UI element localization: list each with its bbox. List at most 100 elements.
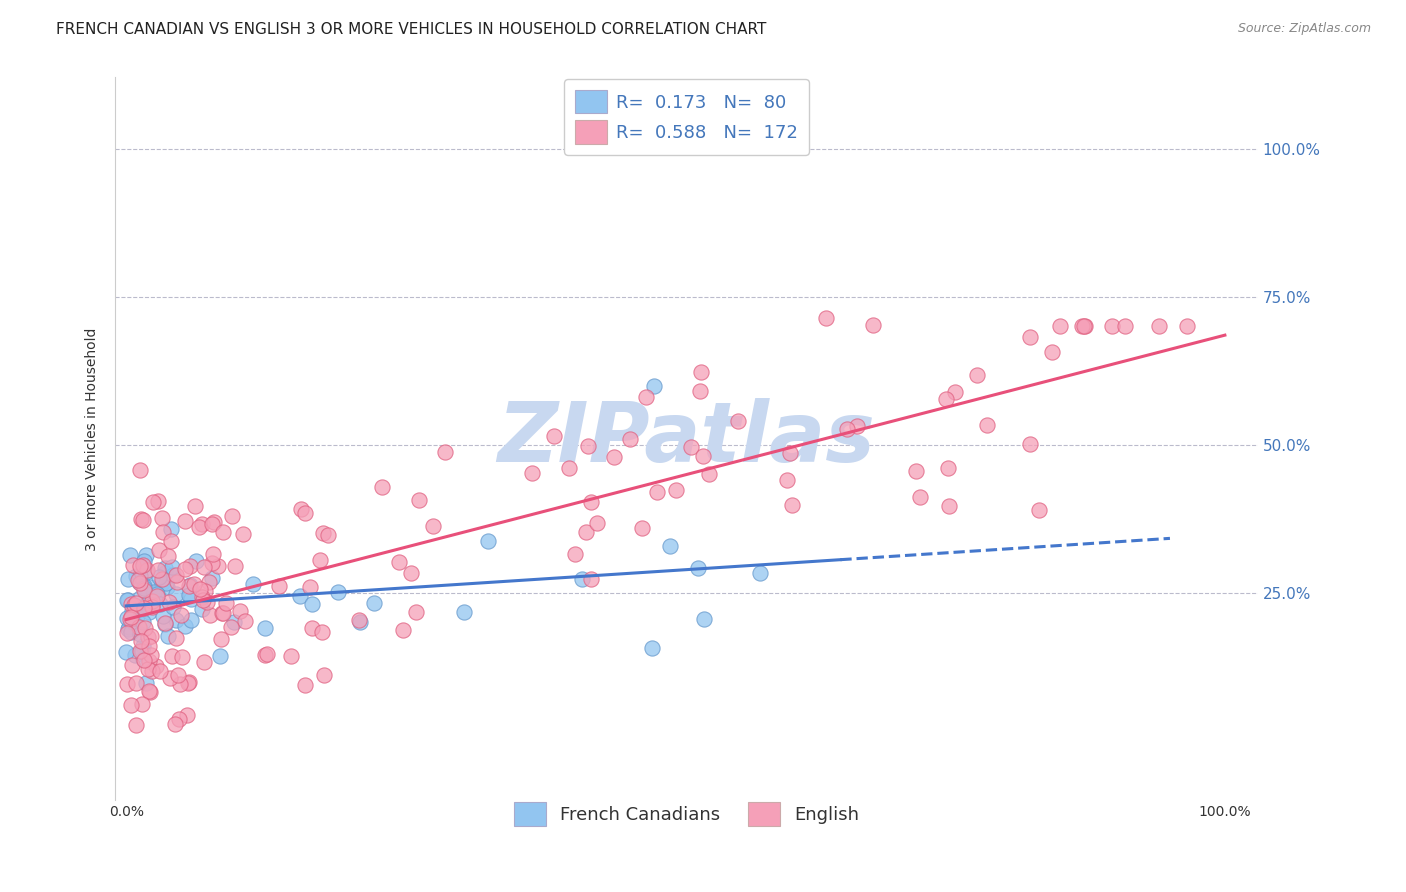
- Point: [160, 560, 183, 574]
- Point: [129, 568, 152, 582]
- Point: [159, 523, 181, 537]
- Point: [132, 615, 155, 629]
- Point: [117, 572, 139, 586]
- Point: [433, 445, 456, 459]
- Point: [134, 554, 156, 568]
- Y-axis label: 3 or more Vehicles in Household: 3 or more Vehicles in Household: [86, 327, 100, 550]
- Point: [122, 615, 145, 630]
- Point: [149, 664, 172, 678]
- Point: [602, 450, 624, 465]
- Point: [575, 525, 598, 540]
- Point: [453, 606, 475, 620]
- Point: [179, 675, 201, 690]
- Point: [167, 712, 190, 726]
- Point: [120, 610, 142, 624]
- Point: [146, 590, 169, 604]
- Point: [115, 645, 138, 659]
- Point: [170, 607, 193, 622]
- Point: [177, 675, 200, 690]
- Point: [117, 611, 139, 625]
- Point: [294, 506, 316, 520]
- Point: [690, 365, 713, 379]
- Point: [198, 607, 221, 622]
- Point: [520, 467, 543, 481]
- Point: [156, 580, 179, 594]
- Point: [132, 558, 155, 572]
- Point: [1074, 319, 1097, 334]
- Point: [117, 623, 139, 637]
- Point: [326, 585, 349, 599]
- Point: [211, 607, 233, 621]
- Point: [143, 585, 166, 599]
- Point: [256, 647, 278, 661]
- Point: [202, 547, 225, 561]
- Point: [141, 599, 163, 614]
- Point: [157, 595, 180, 609]
- Point: [976, 418, 998, 433]
- Point: [212, 525, 235, 540]
- Point: [125, 609, 148, 624]
- Point: [1019, 437, 1042, 451]
- Point: [139, 629, 162, 643]
- Point: [138, 639, 160, 653]
- Point: [224, 615, 246, 630]
- Point: [138, 662, 160, 676]
- Point: [163, 717, 186, 731]
- Point: [117, 592, 139, 607]
- Point: [408, 493, 430, 508]
- Point: [118, 620, 141, 634]
- Point: [581, 572, 603, 586]
- Point: [835, 422, 858, 436]
- Point: [131, 644, 153, 658]
- Point: [148, 598, 170, 612]
- Point: [172, 649, 194, 664]
- Point: [1070, 319, 1092, 334]
- Point: [165, 614, 187, 628]
- Point: [153, 561, 176, 575]
- Point: [150, 511, 173, 525]
- Point: [229, 604, 252, 618]
- Point: [128, 644, 150, 658]
- Point: [641, 640, 664, 655]
- Point: [120, 625, 142, 640]
- Point: [117, 677, 139, 691]
- Point: [131, 602, 153, 616]
- Point: [153, 566, 176, 581]
- Point: [936, 461, 959, 475]
- Point: [862, 318, 884, 333]
- Point: [145, 659, 167, 673]
- Point: [224, 558, 246, 573]
- Point: [139, 685, 162, 699]
- Point: [254, 648, 277, 662]
- Point: [174, 619, 197, 633]
- Point: [115, 593, 138, 607]
- Point: [136, 597, 159, 611]
- Point: [280, 649, 302, 664]
- Point: [311, 624, 333, 639]
- Point: [198, 574, 221, 589]
- Point: [209, 632, 232, 647]
- Point: [165, 587, 187, 601]
- Point: [125, 718, 148, 732]
- Point: [188, 582, 211, 597]
- Point: [159, 533, 181, 548]
- Point: [131, 558, 153, 572]
- Point: [316, 528, 339, 542]
- Point: [299, 580, 322, 594]
- Point: [643, 378, 665, 392]
- Point: [254, 621, 277, 635]
- Point: [183, 577, 205, 591]
- Point: [201, 517, 224, 532]
- Point: [290, 501, 312, 516]
- Point: [780, 499, 803, 513]
- Point: [309, 553, 332, 567]
- Point: [132, 639, 155, 653]
- Point: [193, 655, 215, 669]
- Point: [910, 490, 932, 504]
- Point: [129, 558, 152, 573]
- Point: [135, 675, 157, 690]
- Point: [125, 603, 148, 617]
- Point: [477, 533, 499, 548]
- Point: [401, 566, 423, 580]
- Point: [142, 495, 165, 509]
